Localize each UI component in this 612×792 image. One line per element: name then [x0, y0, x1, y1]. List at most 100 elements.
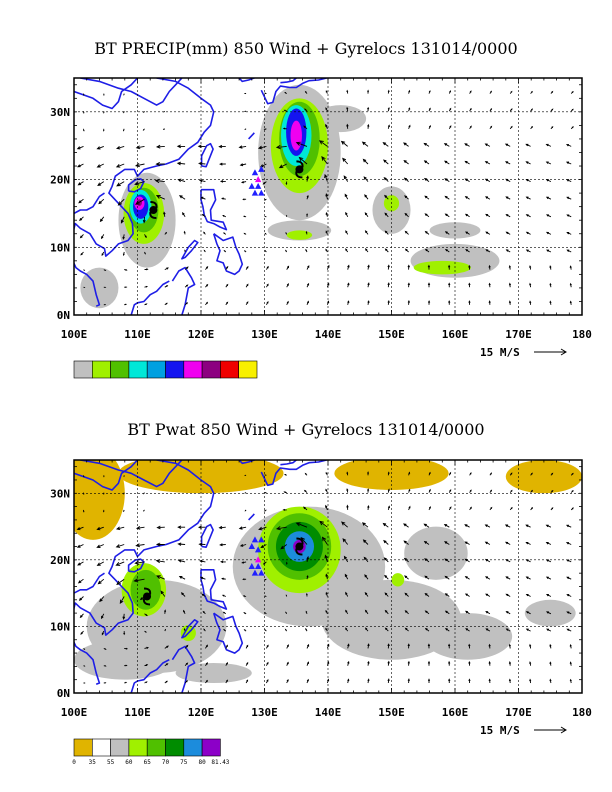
wind-arrow [155, 161, 165, 167]
wind-arrow [306, 678, 309, 684]
wind-arrow [306, 643, 310, 649]
coastline [280, 78, 297, 84]
gyre-location-markers [248, 165, 265, 196]
wind-arrow [325, 609, 328, 614]
wind-arrow [530, 90, 533, 94]
wind-arrow [83, 475, 85, 478]
panel-2-map: 30N 20N 10N 0N 100E 110E 120E 130E 140E 150E 160E 1… [50, 459, 592, 766]
wind-arrow [550, 507, 554, 511]
wind-arrow [124, 286, 128, 288]
wind-arrow [303, 489, 308, 493]
coastlines [74, 78, 327, 315]
wind-arrow [103, 475, 105, 478]
wind-arrow [484, 178, 491, 182]
wind-arrow [164, 663, 169, 667]
wind-arrow [382, 522, 389, 528]
longitude-label: 120E [188, 328, 215, 341]
wind-arrow [77, 181, 84, 186]
wind-arrow [184, 302, 189, 306]
shaded-region [286, 230, 313, 240]
shaded-region [413, 260, 471, 275]
wind-arrow [342, 538, 349, 545]
wind-arrow [245, 265, 249, 270]
wind-arrow [243, 215, 247, 218]
wind-arrow [468, 661, 471, 666]
wind-arrow [407, 678, 410, 684]
wind-arrow [488, 264, 491, 270]
coastline [248, 132, 255, 140]
gyre-location-marker [258, 569, 265, 576]
wind-arrow [266, 265, 269, 270]
wind-arrow [142, 216, 146, 224]
wind-arrow [448, 107, 452, 112]
wind-arrow [529, 661, 532, 666]
wind-arrow [99, 596, 105, 603]
wind-arrow [135, 526, 145, 530]
wind-arrow [144, 613, 148, 617]
longitude-label: 180 [572, 328, 592, 341]
wind-arrow [123, 509, 125, 513]
wind-arrow [489, 125, 493, 130]
wind-arrow [200, 576, 206, 580]
wind-arrow [346, 106, 349, 112]
wind-arrow [508, 300, 512, 305]
wind-arrow [364, 230, 369, 235]
wind-arrow [404, 627, 409, 632]
gyre-location-marker [254, 546, 262, 553]
wind-arrow [266, 283, 269, 288]
cyclone-eye [295, 165, 304, 174]
wind-arrow [115, 544, 125, 548]
wind-arrow [259, 163, 267, 168]
wind-arrow [143, 509, 145, 512]
wind-arrow [550, 108, 554, 112]
wind-arrow [448, 660, 451, 666]
wind-arrow [423, 540, 430, 545]
gyre-location-marker [251, 569, 259, 576]
wind-arrow [484, 576, 491, 580]
wind-arrow [306, 555, 310, 562]
wind-arrow [77, 578, 84, 584]
wind-arrow [219, 162, 226, 166]
wind-arrow [505, 576, 511, 580]
wind-arrow [468, 643, 471, 649]
legend-swatch [201, 738, 221, 757]
wind-arrow [221, 577, 226, 580]
wind-arrow [123, 631, 126, 636]
wind-arrow [403, 177, 409, 182]
wind-arrow [144, 681, 148, 684]
legend-label: 55 [107, 759, 115, 766]
wind-arrow [387, 264, 390, 270]
wind-arrow [404, 610, 409, 615]
wind-arrow [465, 610, 470, 615]
wind-arrow [569, 282, 572, 288]
wind-arrow [243, 250, 247, 253]
wind-arrow [103, 492, 105, 495]
wind-arrow [144, 303, 148, 306]
wind-arrow [488, 678, 491, 684]
wind-arrow [263, 198, 267, 201]
wind-arrow [485, 231, 491, 235]
wind-arrow [344, 573, 349, 580]
wind-arrow [123, 492, 125, 495]
wind-arrow [98, 198, 105, 205]
wind-arrow [184, 662, 189, 667]
wind-arrow [427, 264, 431, 270]
wind-arrow [178, 575, 186, 580]
wind-arrow [407, 299, 411, 305]
wind-arrow [124, 269, 128, 271]
wind-arrow [387, 505, 391, 511]
longitude-label: 100E [61, 328, 88, 341]
wind-arrow [383, 557, 389, 563]
wind-arrow [566, 611, 572, 615]
wind-arrow [367, 505, 370, 510]
coastline [181, 239, 199, 260]
wind-arrow [444, 248, 450, 253]
wind-arrow [525, 161, 531, 165]
wind-arrow [203, 231, 206, 235]
legend-swatch [128, 360, 148, 379]
wind-arrow [144, 285, 149, 288]
wind-arrow [345, 627, 349, 632]
wind-arrow [160, 590, 166, 597]
legend-label: 35 [89, 759, 97, 766]
shaded-field [80, 84, 500, 309]
